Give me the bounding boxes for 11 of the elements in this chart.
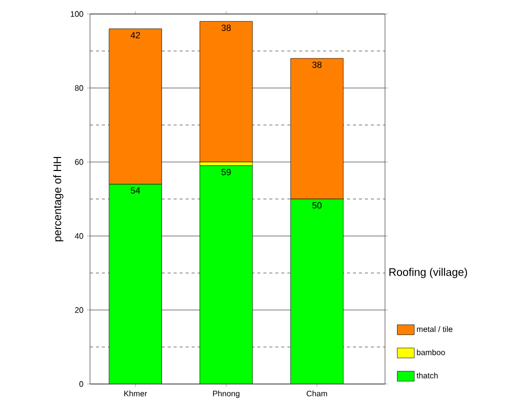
data-label: 50 bbox=[312, 202, 322, 209]
data-label: 59 bbox=[222, 168, 231, 176]
bar bbox=[108, 184, 162, 384]
y-axis-title: percentage of HH bbox=[53, 156, 64, 242]
data-label: 38 bbox=[312, 62, 322, 68]
data-label: 42 bbox=[130, 32, 140, 38]
bar bbox=[290, 198, 344, 384]
bar bbox=[200, 166, 253, 384]
data-label: 38 bbox=[222, 24, 231, 31]
legend-title: Roofing (village) bbox=[389, 268, 467, 278]
data-label: 54 bbox=[130, 187, 140, 194]
